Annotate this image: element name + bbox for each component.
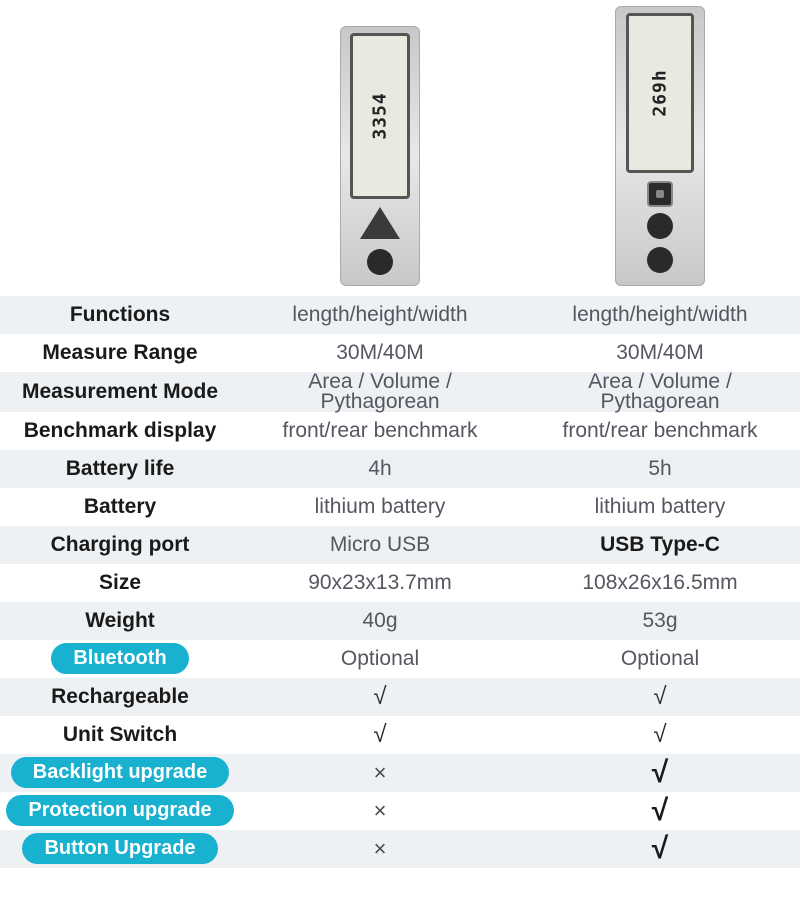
cross-icon: × [374, 760, 387, 785]
spec-value-a: 40g [240, 602, 520, 640]
device-b-image: 269h [520, 0, 800, 286]
spec-label: Benchmark display [0, 412, 240, 450]
device-a-power-button [367, 249, 393, 275]
spec-label: Button Upgrade [0, 830, 240, 868]
device-b-button-1 [647, 213, 673, 239]
spec-value-a: √ [240, 678, 520, 716]
check-icon: √ [652, 832, 668, 865]
spec-value-b: √ [520, 754, 800, 792]
spec-value-b: 108x26x16.5mm [520, 564, 800, 602]
cross-icon: × [374, 798, 387, 823]
spec-label: Bluetooth [0, 640, 240, 678]
device-a-screen: 3354 [350, 33, 410, 199]
feature-pill: Bluetooth [51, 643, 188, 674]
feature-pill: Protection upgrade [6, 795, 233, 826]
spec-row: Battery life4h5h [0, 450, 800, 488]
spec-value-b: USB Type-C [520, 526, 800, 564]
header-row: 3354 269h [0, 0, 800, 296]
spec-label: Measurement Mode [0, 372, 240, 412]
spec-value-b: front/rear benchmark [520, 412, 800, 450]
spec-label: Functions [0, 296, 240, 334]
spec-value-b: √ [520, 678, 800, 716]
feature-pill: Button Upgrade [22, 833, 217, 864]
check-icon: √ [373, 683, 386, 710]
spec-row: Charging portMicro USBUSB Type-C [0, 526, 800, 564]
spec-label: Unit Switch [0, 716, 240, 754]
spec-value-b: 30M/40M [520, 334, 800, 372]
spec-row: Unit Switch √ √ [0, 716, 800, 754]
spec-value-a: lithium battery [240, 488, 520, 526]
spec-value-b: √ [520, 830, 800, 868]
spec-row: Button Upgrade × √ [0, 830, 800, 868]
spec-label: Battery life [0, 450, 240, 488]
device-b-button-group [647, 213, 673, 277]
check-icon: √ [652, 794, 668, 827]
device-b-readout: 269h [650, 69, 671, 116]
spec-label: Rechargeable [0, 678, 240, 716]
spec-value-a: × [240, 754, 520, 792]
spec-row: Measurement ModeArea / Volume / Pythagor… [0, 372, 800, 412]
check-icon: √ [373, 721, 386, 748]
spec-value-b: 53g [520, 602, 800, 640]
spec-value-a: √ [240, 716, 520, 754]
check-icon: √ [653, 683, 666, 710]
spec-row: Batterylithium batterylithium battery [0, 488, 800, 526]
spec-label: Battery [0, 488, 240, 526]
spec-row: Weight40g53g [0, 602, 800, 640]
spec-row: Bluetooth OptionalOptional [0, 640, 800, 678]
spec-value-a: 4h [240, 450, 520, 488]
cross-icon: × [374, 836, 387, 861]
device-a-readout: 3354 [370, 92, 391, 139]
spec-value-b: Area / Volume / Pythagorean [520, 372, 800, 412]
spec-value-b: √ [520, 716, 800, 754]
spec-label: Backlight upgrade [0, 754, 240, 792]
spec-row: Functionslength/height/widthlength/heigh… [0, 296, 800, 334]
check-icon: √ [653, 721, 666, 748]
check-icon: √ [652, 756, 668, 789]
device-a-body: 3354 [340, 26, 420, 286]
spec-value-a: length/height/width [240, 296, 520, 334]
device-b-button-2 [647, 247, 673, 273]
spec-value-b: √ [520, 792, 800, 830]
spec-value-a: × [240, 830, 520, 868]
spec-table: Functionslength/height/widthlength/heigh… [0, 296, 800, 868]
spec-value-a: Area / Volume / Pythagorean [240, 372, 520, 412]
device-b-screen: 269h [626, 13, 694, 173]
device-a-measure-button [360, 207, 400, 239]
spec-value-a: 30M/40M [240, 334, 520, 372]
device-b-measure-button [647, 181, 673, 207]
comparison-container: 3354 269h Functionslength/height/widthle… [0, 0, 800, 868]
spec-value-a: × [240, 792, 520, 830]
spec-row: Protection upgrade × √ [0, 792, 800, 830]
spec-value-a: Optional [240, 640, 520, 678]
device-a-image: 3354 [240, 0, 520, 286]
spec-value-b: Optional [520, 640, 800, 678]
spec-label: Protection upgrade [0, 792, 240, 830]
feature-pill: Backlight upgrade [11, 757, 229, 788]
spec-value-b: length/height/width [520, 296, 800, 334]
device-b-body: 269h [615, 6, 705, 286]
spec-row: Size90x23x13.7mm108x26x16.5mm [0, 564, 800, 602]
spec-value-a: Micro USB [240, 526, 520, 564]
spec-row: Measure Range30M/40M30M/40M [0, 334, 800, 372]
spec-value-b: lithium battery [520, 488, 800, 526]
spec-label: Weight [0, 602, 240, 640]
spec-value-b: 5h [520, 450, 800, 488]
spec-label: Size [0, 564, 240, 602]
spec-value-a: front/rear benchmark [240, 412, 520, 450]
spec-label: Measure Range [0, 334, 240, 372]
spec-label: Charging port [0, 526, 240, 564]
spec-row: Backlight upgrade × √ [0, 754, 800, 792]
spec-row: Benchmark displayfront/rear benchmarkfro… [0, 412, 800, 450]
spec-row: Rechargeable √ √ [0, 678, 800, 716]
spec-value-a: 90x23x13.7mm [240, 564, 520, 602]
